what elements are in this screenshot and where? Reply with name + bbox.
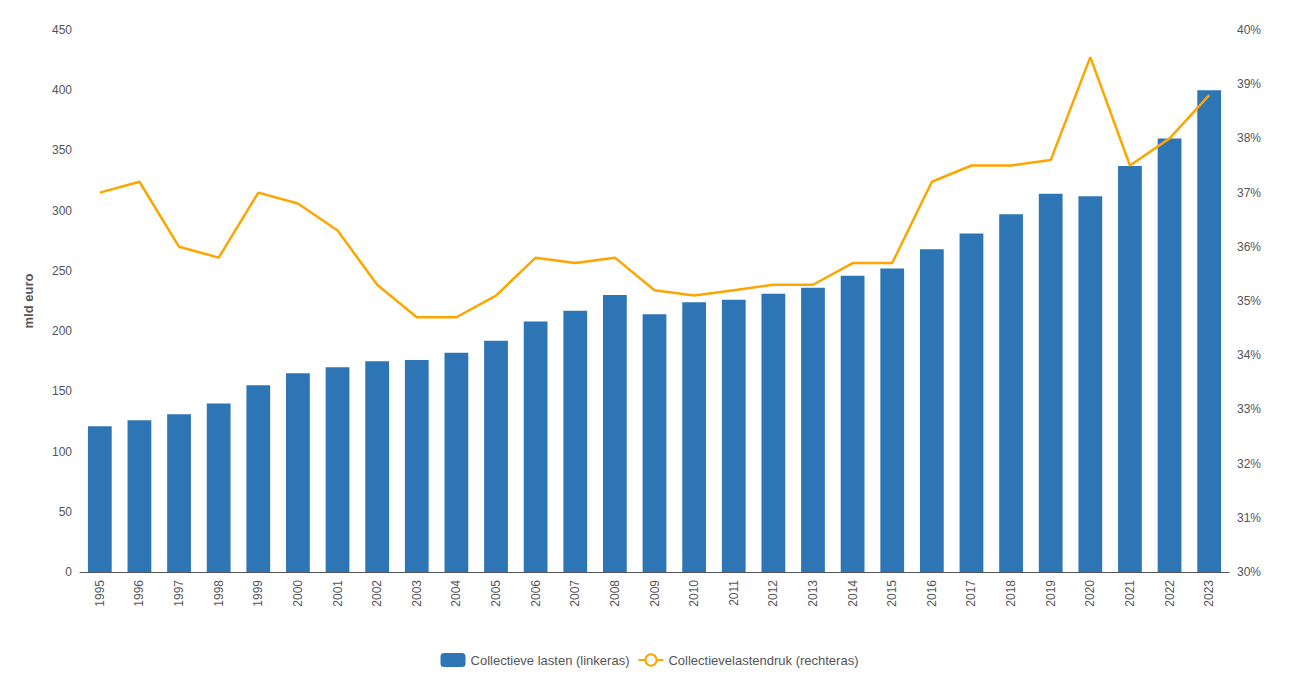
svg-text:31%: 31%: [1237, 511, 1261, 525]
svg-text:150: 150: [52, 384, 72, 398]
svg-text:2023: 2023: [1202, 580, 1216, 607]
svg-text:2005: 2005: [489, 580, 503, 607]
svg-text:2021: 2021: [1123, 580, 1137, 607]
svg-text:2008: 2008: [608, 580, 622, 607]
svg-text:0: 0: [65, 565, 72, 579]
svg-text:2016: 2016: [925, 580, 939, 607]
svg-text:38%: 38%: [1237, 131, 1261, 145]
svg-text:40%: 40%: [1237, 23, 1261, 37]
svg-text:350: 350: [52, 143, 72, 157]
svg-text:1997: 1997: [172, 580, 186, 607]
svg-text:2013: 2013: [806, 580, 820, 607]
svg-text:36%: 36%: [1237, 240, 1261, 254]
svg-text:mld euro: mld euro: [21, 273, 36, 328]
svg-text:50: 50: [59, 505, 73, 519]
svg-text:1996: 1996: [132, 580, 146, 607]
svg-text:1998: 1998: [212, 580, 226, 607]
svg-text:100: 100: [52, 445, 72, 459]
svg-text:2000: 2000: [291, 580, 305, 607]
svg-text:Collectieve lasten (linkeras): Collectieve lasten (linkeras): [471, 653, 630, 668]
svg-text:2022: 2022: [1163, 580, 1177, 607]
svg-text:2017: 2017: [964, 580, 978, 607]
svg-text:32%: 32%: [1237, 457, 1261, 471]
svg-text:2020: 2020: [1083, 580, 1097, 607]
svg-text:30%: 30%: [1237, 565, 1261, 579]
svg-text:2015: 2015: [885, 580, 899, 607]
svg-text:2009: 2009: [648, 580, 662, 607]
svg-text:Collectievelastendruk (rechter: Collectievelastendruk (rechteras): [668, 653, 858, 668]
svg-text:250: 250: [52, 264, 72, 278]
svg-text:2007: 2007: [568, 580, 582, 607]
svg-text:2002: 2002: [370, 580, 384, 607]
svg-text:39%: 39%: [1237, 77, 1261, 91]
svg-text:200: 200: [52, 324, 72, 338]
svg-text:1995: 1995: [93, 580, 107, 607]
svg-text:2019: 2019: [1044, 580, 1058, 607]
svg-text:400: 400: [52, 83, 72, 97]
svg-text:2014: 2014: [846, 580, 860, 607]
svg-text:37%: 37%: [1237, 186, 1261, 200]
svg-text:300: 300: [52, 204, 72, 218]
svg-text:2018: 2018: [1004, 580, 1018, 607]
svg-text:450: 450: [52, 23, 72, 37]
svg-text:33%: 33%: [1237, 402, 1261, 416]
svg-text:2010: 2010: [687, 580, 701, 607]
svg-text:2006: 2006: [529, 580, 543, 607]
svg-text:2011: 2011: [727, 580, 741, 606]
svg-text:2012: 2012: [766, 580, 780, 607]
svg-text:2001: 2001: [331, 580, 345, 607]
svg-text:2004: 2004: [449, 580, 463, 607]
svg-text:34%: 34%: [1237, 348, 1261, 362]
svg-text:2003: 2003: [410, 580, 424, 607]
svg-text:35%: 35%: [1237, 294, 1261, 308]
svg-text:1999: 1999: [251, 580, 265, 607]
